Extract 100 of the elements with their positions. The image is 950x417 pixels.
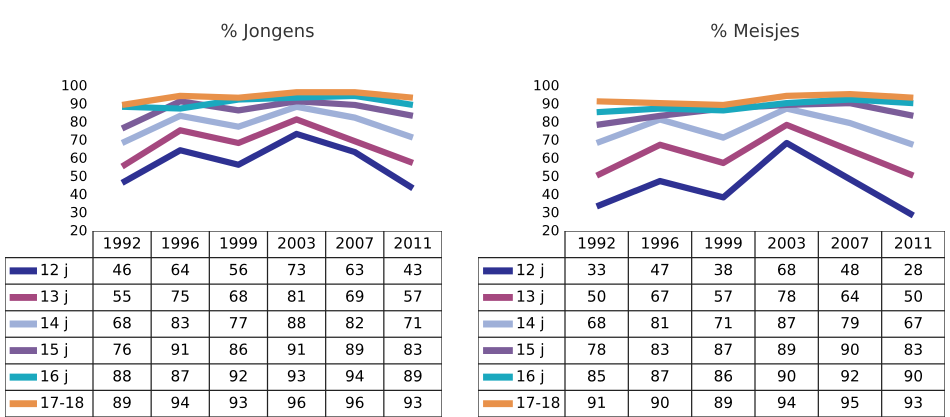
data-label: 90	[904, 370, 922, 382]
x-tick-label: 2007	[832, 237, 868, 249]
y-tick-label: 20	[542, 224, 559, 236]
data-label: 85	[588, 370, 606, 382]
data-label: 43	[404, 264, 422, 276]
data-label: 93	[404, 396, 422, 408]
data-label: 64	[841, 290, 859, 302]
data-label: 76	[114, 343, 131, 356]
legend-label: 16 j	[518, 370, 544, 385]
data-label: 89	[113, 396, 131, 408]
data-label: 94	[346, 370, 364, 382]
x-tick-label: 1999	[706, 237, 742, 249]
data-label: 87	[172, 370, 189, 382]
x-tick-label: 2011	[394, 237, 431, 249]
legend-label: 13 j	[42, 290, 68, 305]
y-tick-label: 80	[70, 116, 87, 127]
data-label: 81	[651, 316, 668, 328]
legend-label: 15 j	[42, 343, 68, 358]
data-label: 71	[404, 317, 422, 328]
legend-label: 14 j	[518, 316, 544, 332]
y-tick-label: 40	[542, 188, 559, 200]
legend-label: 13 j	[518, 290, 544, 305]
data-label: 96	[288, 396, 306, 408]
data-label: 64	[172, 264, 190, 276]
data-label: 67	[904, 316, 922, 328]
data-label: 63	[346, 264, 364, 276]
legend-label: 12 j	[42, 263, 68, 278]
x-tick-label: 1992	[578, 237, 615, 249]
data-label: 79	[842, 316, 859, 328]
data-label: 93	[904, 396, 922, 408]
data-label: 69	[346, 290, 364, 302]
data-label: 78	[778, 290, 796, 302]
legend-label: 17-18	[42, 396, 84, 408]
data-label: 90	[841, 343, 859, 356]
data-label: 95	[841, 396, 858, 408]
legend-label: 12 j	[518, 263, 544, 278]
y-tick-label: 90	[542, 98, 559, 109]
data-label: 90	[651, 396, 669, 408]
y-tick-label: 60	[70, 152, 87, 163]
data-label: 89	[778, 343, 796, 356]
data-label: 28	[904, 264, 922, 276]
x-tick-label: 2003	[278, 237, 315, 249]
chart-title: % Jongens	[221, 24, 314, 41]
y-tick-label: 40	[70, 188, 87, 200]
data-label: 75	[172, 290, 189, 302]
y-tick-label: 60	[542, 152, 559, 163]
x-tick-label: 2007	[336, 237, 373, 249]
data-label: 57	[404, 290, 422, 302]
data-label: 88	[288, 316, 306, 328]
data-label: 93	[288, 370, 306, 382]
data-label: 77	[230, 317, 247, 328]
x-tick-label: 1999	[220, 237, 257, 249]
data-label: 57	[714, 290, 732, 302]
x-tick-label: 2011	[895, 237, 932, 249]
x-tick-label: 1996	[162, 237, 199, 249]
data-label: 83	[404, 343, 422, 356]
y-tick-label: 70	[70, 134, 87, 145]
data-label: 67	[651, 290, 668, 302]
data-label: 87	[651, 370, 668, 382]
data-label: 83	[904, 343, 922, 356]
data-label: 78	[588, 343, 606, 356]
data-label: 47	[651, 264, 668, 276]
data-label: 68	[113, 316, 131, 328]
chart-title: % Meisjes	[711, 23, 799, 41]
x-tick-label: 2003	[768, 237, 805, 249]
data-label: 88	[113, 370, 131, 382]
data-label: 92	[841, 370, 858, 382]
data-label: 82	[346, 316, 363, 328]
data-label: 50	[904, 290, 922, 302]
data-label: 83	[651, 343, 668, 356]
data-label: 33	[588, 264, 606, 276]
data-label: 94	[171, 396, 190, 408]
data-label: 46	[113, 264, 131, 276]
y-tick-label: 70	[542, 134, 559, 145]
data-label: 87	[714, 343, 732, 356]
data-label: 83	[172, 316, 189, 328]
data-label: 48	[841, 264, 859, 276]
y-tick-label: 20	[70, 224, 87, 236]
y-tick-label: 30	[70, 206, 87, 218]
y-tick-label: 80	[542, 116, 559, 127]
data-label: 91	[588, 396, 605, 408]
data-label: 55	[114, 290, 130, 302]
data-label: 92	[230, 370, 247, 382]
data-label: 89	[714, 396, 732, 408]
data-label: 89	[346, 343, 364, 356]
data-label: 96	[346, 396, 364, 408]
data-label: 50	[588, 290, 606, 302]
data-label: 71	[714, 317, 732, 328]
y-tick-label: 90	[70, 98, 87, 109]
x-tick-label: 1992	[104, 237, 140, 249]
y-tick-label: 30	[542, 206, 559, 218]
y-tick-label: 100	[534, 80, 559, 90]
legend-label: 17-18	[518, 396, 560, 408]
legend-label: 16 j	[42, 370, 68, 385]
data-label: 68	[230, 290, 248, 302]
data-label: 93	[230, 396, 247, 408]
data-label: 73	[288, 264, 306, 276]
data-label: 89	[404, 370, 422, 382]
data-label: 56	[230, 264, 248, 276]
data-label: 38	[714, 264, 732, 276]
